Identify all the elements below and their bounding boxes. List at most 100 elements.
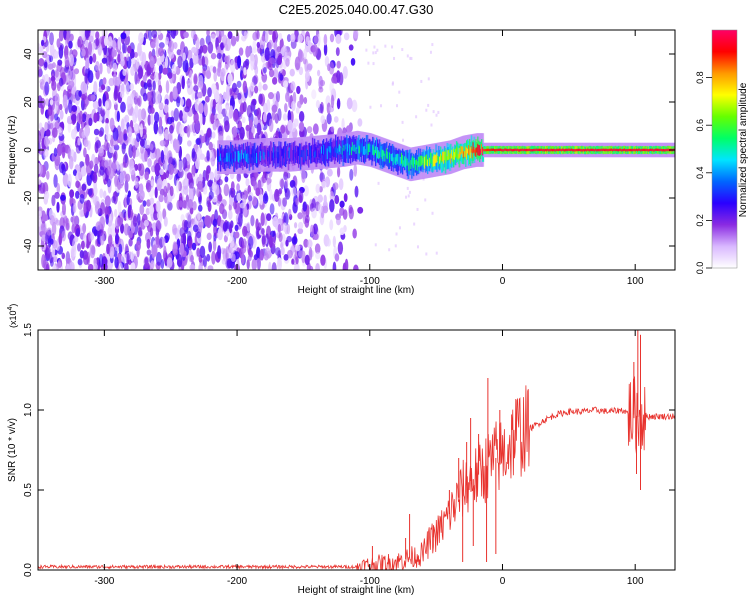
spectrogram-noise-cell (225, 88, 230, 102)
spectrogram-noise-cell (149, 227, 154, 237)
spectrogram-noise-cell (99, 108, 106, 117)
spectrogram-noise-cell (312, 223, 318, 235)
spectrogram-noise-cell (365, 48, 368, 52)
spectrogram-noise-cell (206, 253, 211, 262)
spectrogram-noise-cell (283, 169, 288, 177)
spectrogram-noise-cell (44, 190, 50, 200)
spectrogram-noise-cell (288, 208, 292, 218)
spectrogram-noise-cell (178, 110, 184, 122)
spectrogram-noise-cell (148, 206, 155, 215)
spectrogram-noise-cell (336, 166, 341, 178)
spectrogram-noise-cell (124, 152, 128, 164)
spectrogram-noise-cell (253, 180, 258, 191)
spectrogram-noise-cell (67, 68, 73, 80)
spectrogram-noise-cell (309, 224, 314, 238)
spectrogram-noise-cell (45, 245, 51, 259)
spectrogram-noise-cell (77, 258, 83, 266)
spectrogram-noise-cell (56, 143, 63, 157)
spectrogram-noise-cell (81, 48, 86, 57)
spectrogram-noise-cell (95, 31, 100, 40)
spectrogram-noise-cell (196, 231, 202, 239)
spectrogram-noise-cell (219, 203, 225, 215)
spectrogram-noise-cell (85, 57, 90, 70)
spectrogram-x-label: Height of straight line (km) (298, 285, 415, 296)
colorbar-tick-label: 0.8 (695, 71, 705, 84)
spectrogram-noise-cell (138, 32, 144, 45)
spectrogram-noise-cell (125, 173, 131, 183)
spectrogram-noise-cell (210, 52, 217, 60)
spectrogram-noise-cell (38, 178, 41, 186)
spectrogram-noise-cell (126, 45, 132, 54)
spectrogram-noise-cell (163, 216, 168, 227)
spectrogram-noise-cell (56, 261, 62, 268)
spectrogram-noise-cell (38, 187, 44, 194)
spectrogram-noise-cell (332, 182, 339, 190)
spectrogram-noise-cell (77, 137, 81, 146)
spectrogram-noise-cell (92, 100, 99, 110)
spectrogram-noise-cell (315, 263, 320, 270)
spectrogram-noise-cell (217, 59, 221, 74)
colorbar-label: Normalized spectral amplitude (738, 82, 749, 217)
spectrogram-noise-cell (216, 46, 222, 55)
snr-y-tick-label: 1.0 (23, 403, 34, 417)
spectrogram-noise-cell (302, 201, 308, 212)
spectrogram-noise-cell (230, 181, 235, 192)
spectrogram-noise-cell (69, 54, 75, 67)
spectrogram-noise-cell (80, 165, 87, 177)
spectrogram-noise-cell (104, 160, 110, 168)
spectrogram-noise-cell (169, 124, 174, 134)
spectrogram-noise-cell (49, 43, 55, 56)
spectrogram-noise-cell (188, 188, 194, 202)
spectrogram-noise-cell (107, 35, 113, 49)
spectrogram-noise-cell (268, 39, 273, 51)
spectrogram-noise-cell (167, 133, 173, 141)
spectrogram-noise-cell (38, 46, 44, 54)
spectrogram-noise-cell (285, 57, 290, 67)
spectrogram-noise-cell (87, 263, 94, 270)
spectrogram-noise-cell (108, 146, 115, 153)
spectrogram-noise-cell (106, 178, 112, 188)
snr-x-label: Height of straight line (km) (298, 585, 415, 596)
spectrogram-noise-cell (201, 55, 205, 67)
spectrogram-noise-cell (106, 133, 112, 142)
spectrogram-noise-cell (357, 118, 363, 127)
spectrogram-noise-cell (293, 118, 299, 127)
spectrogram-noise-cell (87, 188, 93, 196)
spectrogram-noise-cell (54, 191, 60, 199)
spectrogram-noise-cell (110, 223, 117, 237)
spectrogram-noise-cell (298, 111, 305, 123)
spectrogram-noise-cell (248, 195, 253, 202)
spectrogram-noise-cell (367, 61, 370, 65)
spectrogram-noise-cell (93, 263, 98, 270)
spectrogram-noise-cell (268, 30, 273, 36)
spectrogram-noise-cell (104, 206, 110, 220)
spectrogram-noise-cell (283, 254, 289, 261)
spectrogram-noise-cell (136, 132, 141, 143)
spectrogram-noise-cell (76, 120, 81, 133)
spectrogram-noise-cell (134, 51, 138, 58)
spectrogram-noise-cell (155, 36, 159, 51)
spectrogram-noise-cell (194, 173, 199, 185)
spectrogram-noise-cell (150, 165, 156, 173)
spectrogram-noise-cell (282, 80, 289, 89)
spectrogram-noise-cell (109, 117, 115, 131)
spectrogram-noise-cell (229, 59, 236, 73)
spectrogram-noise-cell (132, 145, 136, 159)
spectrogram-noise-cell (69, 155, 74, 170)
spectrogram-noise-cell (220, 42, 224, 51)
spectrogram-noise-cell (214, 209, 218, 223)
spectrogram-noise-cell (272, 30, 276, 43)
spectrogram-noise-cell (283, 48, 288, 59)
spectrogram-noise-cell (241, 238, 247, 248)
spectrogram-noise-cell (95, 140, 102, 149)
spectrogram-noise-cell (93, 128, 100, 136)
spectrogram-noise-cell (191, 164, 196, 178)
spectrogram-noise-cell (394, 244, 397, 248)
spectrogram-noise-cell (68, 40, 73, 49)
spectrogram-noise-cell (278, 32, 283, 41)
spectrogram-noise-cell (126, 95, 132, 110)
spectrogram-noise-cell (75, 227, 81, 237)
spectrogram-noise-cell (279, 178, 285, 188)
spectrogram-noise-cell (215, 30, 220, 38)
